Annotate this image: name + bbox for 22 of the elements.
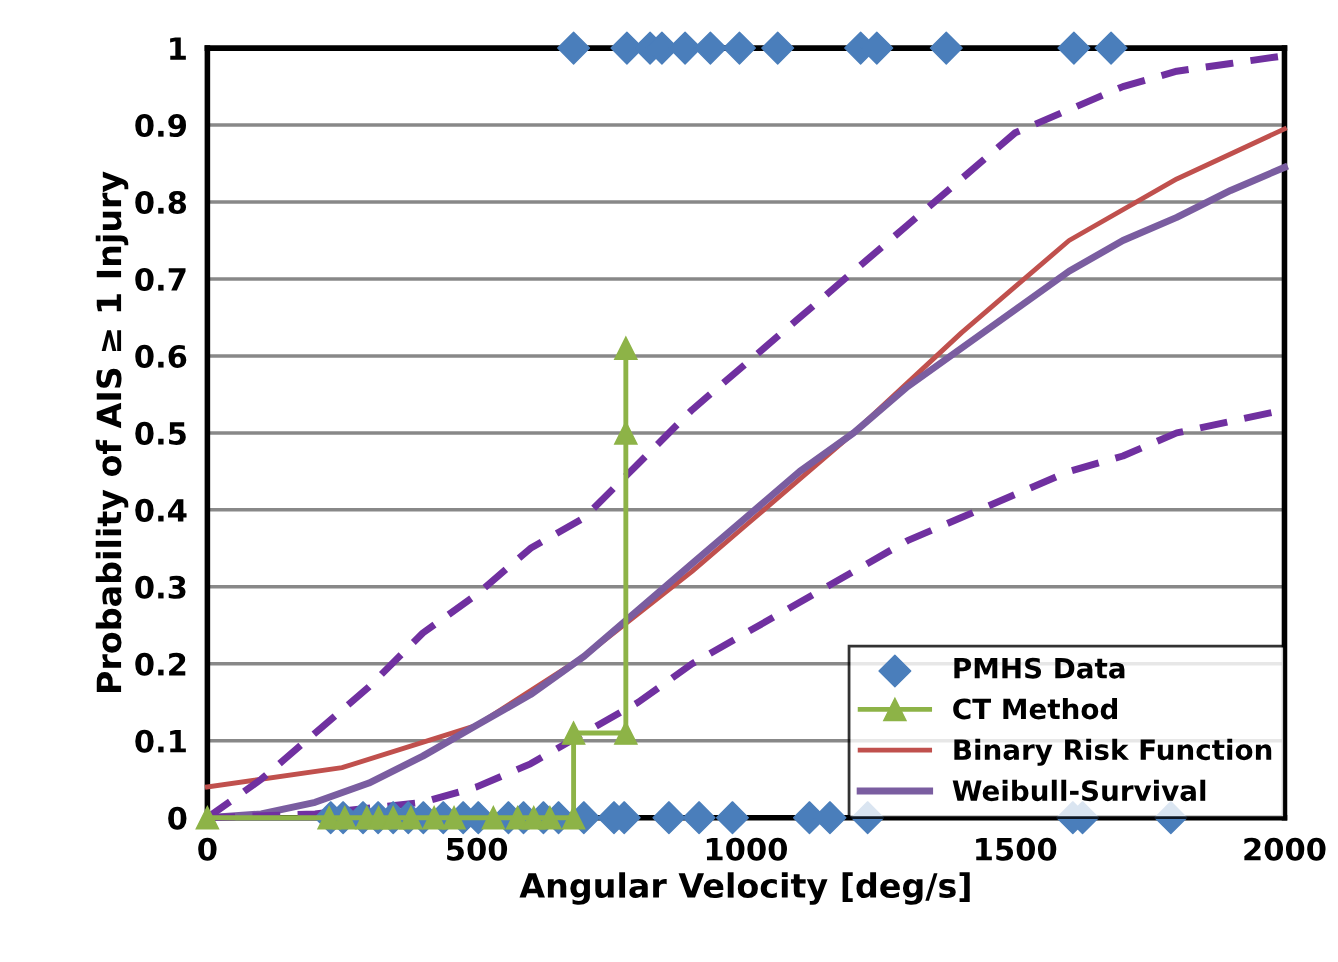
y-tick-label: 0.6 [135,344,187,368]
y-axis-title: Probability of AIS ≥ 1 Injury [95,171,129,692]
legend-label: Binary Risk Function [954,738,1272,766]
x-axis-title: Angular Velocity [deg/s] [519,872,970,905]
y-tick-label: 0.5 [135,421,186,445]
y-tick-label: 0.4 [135,498,187,522]
y-tick-label: 0.9 [135,113,186,138]
y-tick-label: 1 [170,37,186,60]
y-tick-label: 0.1 [135,729,186,753]
y-tick-label: 0 [168,806,187,830]
legend-label: PMHS Data [954,657,1125,679]
y-tick-label: 0.7 [135,267,186,292]
legend-label: CT Method [953,697,1118,720]
x-tick-label: 1000 [706,837,787,861]
x-tick-label: 0 [198,837,217,861]
y-tick-label: 0.8 [135,190,187,215]
x-tick-label: 2000 [1244,837,1326,861]
legend-label: Weibull-Survival [952,779,1206,802]
y-tick-label: 0.2 [135,652,186,676]
y-tick-label: 0.3 [135,575,186,599]
x-tick-label: 500 [447,837,508,861]
x-tick-label: 1500 [976,837,1057,861]
